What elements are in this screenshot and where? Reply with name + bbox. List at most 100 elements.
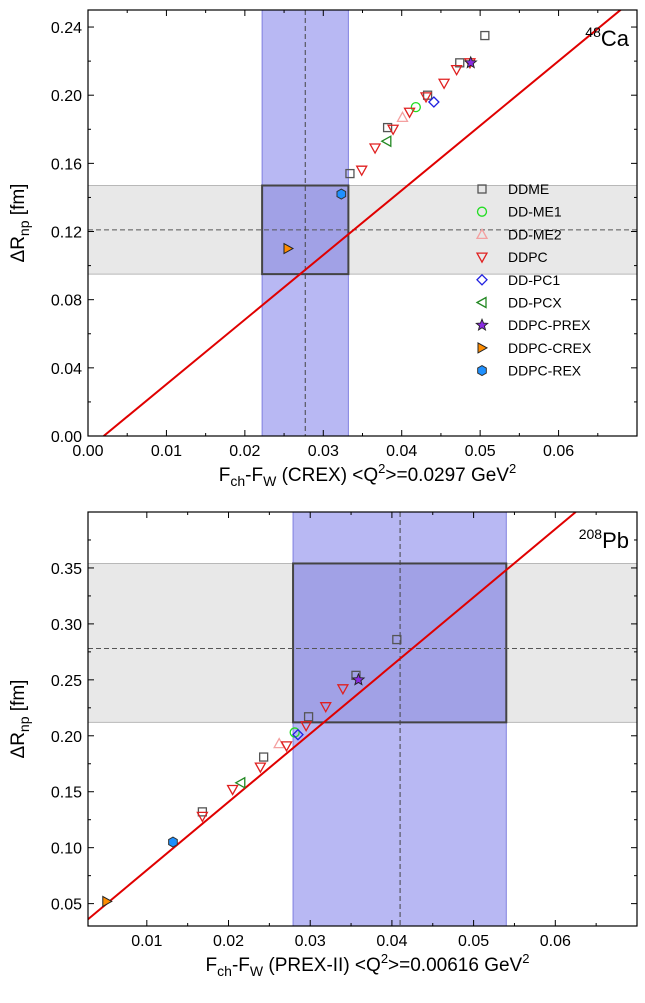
y-axis-title: ΔRnp [fm]: [8, 184, 32, 263]
y-tick-label: 0.08: [51, 293, 82, 310]
data-point: [168, 836, 178, 848]
data-point: [300, 721, 313, 733]
legend: DDME DD-ME1 DD-ME2 DDPC DD-PC1 DD-PCX DDPC-PRE…: [475, 181, 592, 379]
x-tick-label: 0.03: [295, 933, 326, 950]
data-point: [336, 188, 347, 200]
y-axis-title: ΔRnp [fm]: [8, 680, 32, 759]
linear-fit-line: [103, 10, 623, 436]
data-point: [419, 92, 433, 104]
data-point: [386, 124, 400, 136]
data-point: [392, 634, 402, 645]
legend-marker: [476, 273, 488, 286]
legend-marker: [475, 228, 489, 240]
series-dd-me1: [410, 101, 421, 113]
series-ddpc-prex: [463, 55, 478, 69]
y-tick-label: 0.20: [51, 88, 82, 105]
x-tick-label: 0.05: [458, 933, 489, 950]
x-tick-label: 0.00: [72, 443, 103, 460]
data-point: [368, 143, 382, 155]
series-dd-pc1: [292, 728, 304, 741]
data-point: [403, 107, 416, 119]
legend-marker: [475, 317, 489, 332]
plot-area: [88, 10, 637, 436]
x-tick-label: 0.02: [213, 933, 244, 950]
legend-label: DDME: [508, 181, 549, 197]
legend-marker: [477, 184, 487, 194]
y-tick-label: 0.16: [51, 156, 82, 173]
legend-marker: [477, 365, 487, 377]
series-dd-pc1: [427, 96, 440, 108]
data-point: [319, 702, 332, 714]
plot-area: [88, 512, 637, 926]
legend-label: DD-PCX: [508, 295, 562, 311]
x-tick-label: 0.06: [543, 443, 574, 460]
data-point: [351, 672, 366, 686]
y-tick-label: 0.12: [51, 225, 82, 242]
x-tick-label: 0.04: [386, 443, 417, 460]
data-point: [280, 741, 293, 753]
nucleus-label: 208Pb: [579, 526, 629, 553]
x-tick-label: 0.05: [465, 443, 496, 460]
legend-label: DD-ME1: [508, 204, 562, 220]
pb208-panel: 0.01 0.02 0.03 0.04 0.05 0.06 0.05 0.10 0.15 0.20…: [8, 511, 638, 979]
y-tick-label: 0.00: [51, 429, 82, 446]
data-point: [437, 78, 451, 90]
data-point: [345, 168, 355, 179]
legend-label: DD-PC1: [508, 272, 560, 288]
legend-label: DDPC: [508, 249, 548, 265]
legend-marker: [477, 342, 489, 354]
legend-marker: [475, 252, 489, 264]
legend-marker: [476, 206, 488, 217]
y-tick-label: 0.24: [51, 20, 82, 37]
series-ddpc-crex: [283, 242, 295, 255]
series-ddpc-rex: [168, 836, 178, 848]
data-point: [283, 242, 295, 255]
data-point: [254, 762, 267, 774]
series-ddpc-prex: [351, 672, 366, 686]
data-point: [226, 784, 239, 796]
data-point: [480, 30, 490, 41]
series-ddpc: [355, 58, 477, 177]
x-tick-label: 0.04: [376, 933, 407, 950]
data-point: [410, 101, 421, 113]
x-tick-label: 0.03: [308, 443, 339, 460]
y-tick-label: 0.20: [51, 729, 82, 746]
legend-label: DDPC-PREX: [508, 317, 591, 333]
legend-label: DD-ME2: [508, 226, 562, 242]
legend-label: DDPC-CREX: [508, 340, 592, 356]
data-point: [292, 728, 304, 741]
data-point: [463, 55, 478, 69]
plot-frame: [87, 511, 638, 927]
x-tick-label: 0.06: [540, 933, 571, 950]
y-tick-label: 0.25: [51, 673, 82, 690]
series-dd-pcx: [234, 776, 246, 789]
series-ddpc-crex: [102, 895, 113, 908]
data-point: [355, 165, 368, 177]
series-ddpc-rex: [336, 188, 347, 200]
x-axis-title: Fch-FW (PREX-II) <Q2>=0.00616 GeV2: [206, 951, 530, 979]
x-tick-label: 0.01: [131, 933, 162, 950]
data-point: [336, 684, 349, 696]
linear-fit-line: [88, 512, 577, 921]
y-tick-label: 0.04: [51, 361, 82, 378]
ca48-panel: 0.00 0.01 0.02 0.03 0.04 0.05 0.06 0.00 0.04 0.08…: [8, 9, 638, 489]
y-tick-label: 0.10: [51, 841, 82, 858]
data-point: [380, 135, 392, 148]
data-point: [196, 811, 209, 823]
series-ddme: [345, 30, 490, 179]
data-point: [382, 122, 393, 133]
x-axis-title: Fch-FW (CREX) <Q2>=0.0297 GeV2: [219, 461, 517, 489]
data-point: [258, 752, 269, 762]
x-tick-label: 0.02: [229, 443, 260, 460]
y-tick-label: 0.30: [51, 617, 82, 634]
data-point: [303, 712, 314, 722]
series-dd-me2: [396, 111, 409, 123]
y-tick-label: 0.05: [51, 897, 82, 914]
y-tick-label: 0.15: [51, 785, 82, 802]
data-point: [450, 64, 463, 76]
legend-label: DDPC-REX: [508, 363, 582, 379]
nucleus-label: 48Ca: [585, 24, 629, 51]
y-tick-label: 0.35: [51, 561, 82, 578]
data-point: [396, 111, 409, 123]
